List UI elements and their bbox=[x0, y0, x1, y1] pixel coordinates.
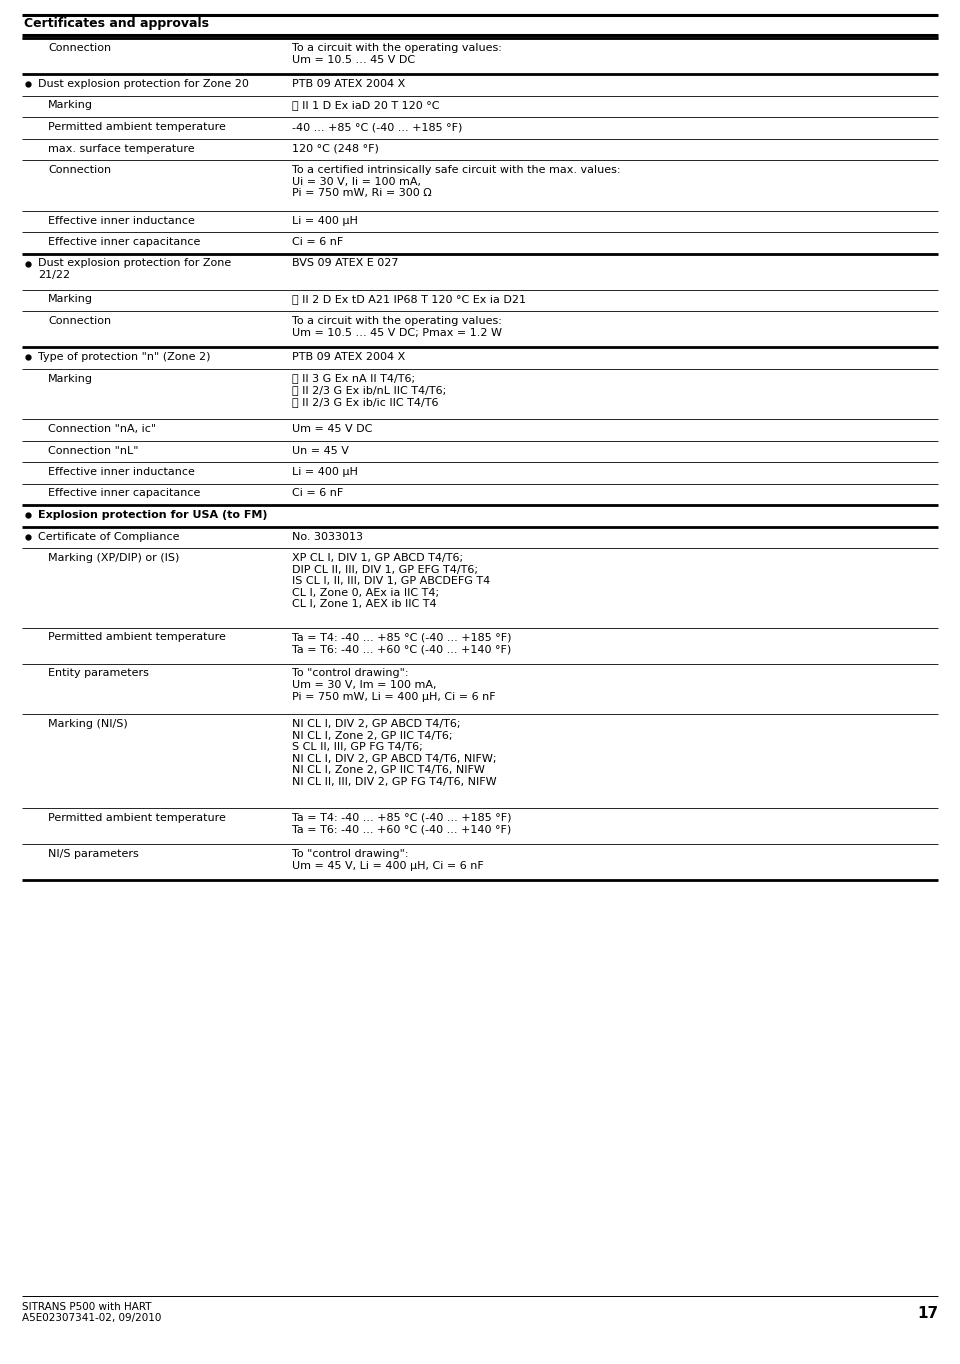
Text: PTB 09 ATEX 2004 X: PTB 09 ATEX 2004 X bbox=[292, 352, 405, 361]
Text: max. surface temperature: max. surface temperature bbox=[48, 143, 195, 154]
Text: Effective inner inductance: Effective inner inductance bbox=[48, 216, 195, 225]
Text: Permitted ambient temperature: Permitted ambient temperature bbox=[48, 633, 226, 642]
Text: Connection: Connection bbox=[48, 316, 111, 326]
Text: Dust explosion protection for Zone 20: Dust explosion protection for Zone 20 bbox=[38, 79, 249, 89]
Text: Effective inner inductance: Effective inner inductance bbox=[48, 466, 195, 477]
Text: ⓔ II 1 D Ex iaD 20 T 120 °C: ⓔ II 1 D Ex iaD 20 T 120 °C bbox=[292, 101, 440, 110]
Text: Marking: Marking bbox=[48, 374, 93, 383]
Text: Connection: Connection bbox=[48, 44, 111, 53]
Text: Entity parameters: Entity parameters bbox=[48, 668, 149, 678]
Text: Li = 400 μH: Li = 400 μH bbox=[292, 216, 358, 225]
Text: Connection "nL": Connection "nL" bbox=[48, 446, 138, 456]
Text: Ta = T4: -40 ... +85 °C (-40 ... +185 °F)
Ta = T6: -40 ... +60 °C (-40 ... +140 : Ta = T4: -40 ... +85 °C (-40 ... +185 °F… bbox=[292, 813, 512, 835]
Text: Effective inner capacitance: Effective inner capacitance bbox=[48, 488, 201, 498]
Text: Effective inner capacitance: Effective inner capacitance bbox=[48, 237, 201, 247]
Text: Un = 45 V: Un = 45 V bbox=[292, 446, 349, 456]
Text: A5E02307341-02, 09/2010: A5E02307341-02, 09/2010 bbox=[22, 1314, 161, 1323]
Text: Permitted ambient temperature: Permitted ambient temperature bbox=[48, 813, 226, 822]
Text: To "control drawing":
Um = 45 V, Li = 400 μH, Ci = 6 nF: To "control drawing": Um = 45 V, Li = 40… bbox=[292, 848, 484, 870]
Text: Marking (NI/S): Marking (NI/S) bbox=[48, 719, 128, 728]
Text: Li = 400 μH: Li = 400 μH bbox=[292, 466, 358, 477]
Text: Connection: Connection bbox=[48, 165, 111, 175]
Text: XP CL I, DIV 1, GP ABCD T4/T6;
DIP CL II, III, DIV 1, GP EFG T4/T6;
IS CL I, II,: XP CL I, DIV 1, GP ABCD T4/T6; DIP CL II… bbox=[292, 552, 491, 610]
Text: Ci = 6 nF: Ci = 6 nF bbox=[292, 488, 344, 498]
Text: Marking: Marking bbox=[48, 295, 93, 304]
Text: SITRANS P500 with HART: SITRANS P500 with HART bbox=[22, 1303, 152, 1312]
Text: 120 °C (248 °F): 120 °C (248 °F) bbox=[292, 143, 379, 154]
Text: PTB 09 ATEX 2004 X: PTB 09 ATEX 2004 X bbox=[292, 79, 405, 89]
Text: ⓔ II 3 G Ex nA II T4/T6;
ⓔ II 2/3 G Ex ib/nL IIC T4/T6;
ⓔ II 2/3 G Ex ib/ic IIC : ⓔ II 3 G Ex nA II T4/T6; ⓔ II 2/3 G Ex i… bbox=[292, 374, 446, 406]
Text: Certificate of Compliance: Certificate of Compliance bbox=[38, 532, 180, 542]
Text: Permitted ambient temperature: Permitted ambient temperature bbox=[48, 121, 226, 132]
Text: 17: 17 bbox=[917, 1305, 938, 1320]
Text: NI/S parameters: NI/S parameters bbox=[48, 848, 139, 859]
Text: Ta = T4: -40 ... +85 °C (-40 ... +185 °F)
Ta = T6: -40 ... +60 °C (-40 ... +140 : Ta = T4: -40 ... +85 °C (-40 ... +185 °F… bbox=[292, 633, 512, 655]
Text: No. 3033013: No. 3033013 bbox=[292, 532, 363, 542]
Text: Certificates and approvals: Certificates and approvals bbox=[24, 16, 209, 30]
Text: ⓔ II 2 D Ex tD A21 IP68 T 120 °C Ex ia D21: ⓔ II 2 D Ex tD A21 IP68 T 120 °C Ex ia D… bbox=[292, 295, 526, 304]
Text: Type of protection "n" (Zone 2): Type of protection "n" (Zone 2) bbox=[38, 352, 210, 361]
Text: -40 ... +85 °C (-40 ... +185 °F): -40 ... +85 °C (-40 ... +185 °F) bbox=[292, 121, 463, 132]
Text: NI CL I, DIV 2, GP ABCD T4/T6;
NI CL I, Zone 2, GP IIC T4/T6;
S CL II, III, GP F: NI CL I, DIV 2, GP ABCD T4/T6; NI CL I, … bbox=[292, 719, 497, 787]
Text: Marking: Marking bbox=[48, 101, 93, 110]
Text: Dust explosion protection for Zone
21/22: Dust explosion protection for Zone 21/22 bbox=[38, 259, 231, 280]
Text: Connection "nA, ic": Connection "nA, ic" bbox=[48, 424, 156, 434]
Text: Marking (XP/DIP) or (IS): Marking (XP/DIP) or (IS) bbox=[48, 552, 180, 563]
Text: Explosion protection for USA (to FM): Explosion protection for USA (to FM) bbox=[38, 510, 268, 520]
Text: Um = 45 V DC: Um = 45 V DC bbox=[292, 424, 372, 434]
Text: To a certified intrinsically safe circuit with the max. values:
Ui = 30 V, Ii = : To a certified intrinsically safe circui… bbox=[292, 165, 621, 198]
Text: To a circuit with the operating values:
Um = 10.5 … 45 V DC: To a circuit with the operating values: … bbox=[292, 44, 502, 64]
Text: To a circuit with the operating values:
Um = 10.5 … 45 V DC; Pmax = 1.2 W: To a circuit with the operating values: … bbox=[292, 316, 502, 338]
Text: Ci = 6 nF: Ci = 6 nF bbox=[292, 237, 344, 247]
Text: BVS 09 ATEX E 027: BVS 09 ATEX E 027 bbox=[292, 259, 398, 269]
Text: To "control drawing":
Um = 30 V, Im = 100 mA,
Pi = 750 mW, Li = 400 μH, Ci = 6 n: To "control drawing": Um = 30 V, Im = 10… bbox=[292, 668, 496, 701]
